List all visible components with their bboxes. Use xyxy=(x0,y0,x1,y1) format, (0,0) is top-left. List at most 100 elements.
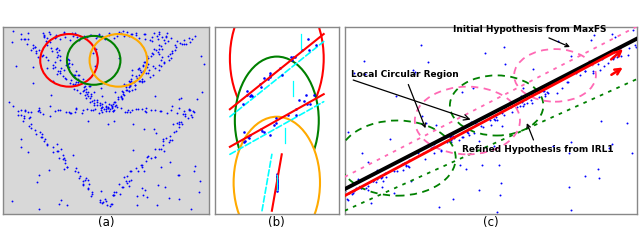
Point xyxy=(239,140,249,144)
Point xyxy=(83,178,93,182)
Point xyxy=(88,52,98,55)
Point xyxy=(138,65,148,68)
Point xyxy=(458,130,468,134)
Point xyxy=(127,88,137,92)
Point xyxy=(519,102,529,106)
Point xyxy=(122,111,132,114)
Point xyxy=(436,148,446,152)
Point xyxy=(103,105,113,109)
Point xyxy=(286,55,296,59)
Point xyxy=(298,99,308,103)
Point xyxy=(145,108,156,112)
Point xyxy=(60,158,70,161)
Point xyxy=(110,100,120,104)
Point xyxy=(199,62,209,66)
Point xyxy=(562,80,572,84)
Point xyxy=(47,79,58,83)
Point xyxy=(257,129,267,133)
Point xyxy=(413,151,423,155)
Point xyxy=(108,109,118,113)
Point xyxy=(52,149,62,153)
Point xyxy=(122,30,132,34)
Point xyxy=(290,55,300,59)
Point xyxy=(283,113,293,117)
Point xyxy=(68,73,79,77)
Point xyxy=(7,40,17,44)
Point xyxy=(563,80,573,84)
Point xyxy=(64,110,74,114)
Point xyxy=(518,105,529,108)
Point xyxy=(291,107,301,111)
Point xyxy=(362,185,372,188)
Point xyxy=(75,34,85,38)
Point xyxy=(54,202,64,206)
Point xyxy=(156,109,166,113)
Point xyxy=(164,196,174,200)
Point xyxy=(116,94,127,98)
Point xyxy=(534,90,544,94)
Point xyxy=(272,183,282,187)
Point xyxy=(81,176,91,180)
Point xyxy=(15,146,26,149)
Point xyxy=(478,126,488,129)
Point xyxy=(271,116,281,120)
Point xyxy=(541,90,552,94)
Point xyxy=(109,193,120,197)
Point xyxy=(78,182,88,186)
Point xyxy=(372,168,383,172)
Point xyxy=(463,128,473,132)
Point xyxy=(385,137,396,141)
Point xyxy=(108,102,118,106)
Point xyxy=(154,68,164,72)
Point xyxy=(146,54,156,58)
Point xyxy=(368,179,378,183)
Point xyxy=(149,31,159,34)
Point xyxy=(239,130,250,134)
Point xyxy=(114,56,124,60)
Point xyxy=(139,33,149,36)
Point xyxy=(349,189,359,193)
Point xyxy=(125,84,135,88)
Point xyxy=(31,132,42,136)
Point xyxy=(73,170,83,174)
Point xyxy=(360,72,371,76)
Point xyxy=(45,46,56,50)
Point xyxy=(185,108,195,112)
Point xyxy=(38,32,48,35)
Point xyxy=(35,130,45,134)
Point xyxy=(522,101,532,105)
Point xyxy=(61,77,71,81)
Point xyxy=(89,101,99,105)
Point xyxy=(392,169,402,173)
Point xyxy=(86,192,97,196)
Point xyxy=(170,48,180,52)
Point xyxy=(81,107,92,111)
Point xyxy=(62,165,72,169)
Point xyxy=(165,138,175,142)
Point xyxy=(125,77,136,81)
Point xyxy=(48,66,58,70)
Point xyxy=(41,55,51,59)
Point xyxy=(124,83,134,87)
Point xyxy=(599,64,609,68)
Text: Local Circular Region: Local Circular Region xyxy=(351,70,458,127)
Point xyxy=(36,135,46,139)
Point xyxy=(381,175,391,179)
Point xyxy=(163,39,173,43)
Point xyxy=(63,57,73,60)
Point xyxy=(112,106,122,109)
Point xyxy=(140,188,150,192)
Point xyxy=(177,42,188,46)
Point xyxy=(79,85,89,89)
Point xyxy=(92,103,102,107)
Point xyxy=(99,37,109,40)
Point xyxy=(51,33,61,37)
Point xyxy=(38,53,48,57)
Point xyxy=(375,174,385,177)
Point xyxy=(448,197,458,201)
Point xyxy=(131,31,141,35)
Point xyxy=(417,147,427,151)
Point xyxy=(463,131,473,135)
Point xyxy=(118,90,129,94)
Point xyxy=(129,80,140,84)
